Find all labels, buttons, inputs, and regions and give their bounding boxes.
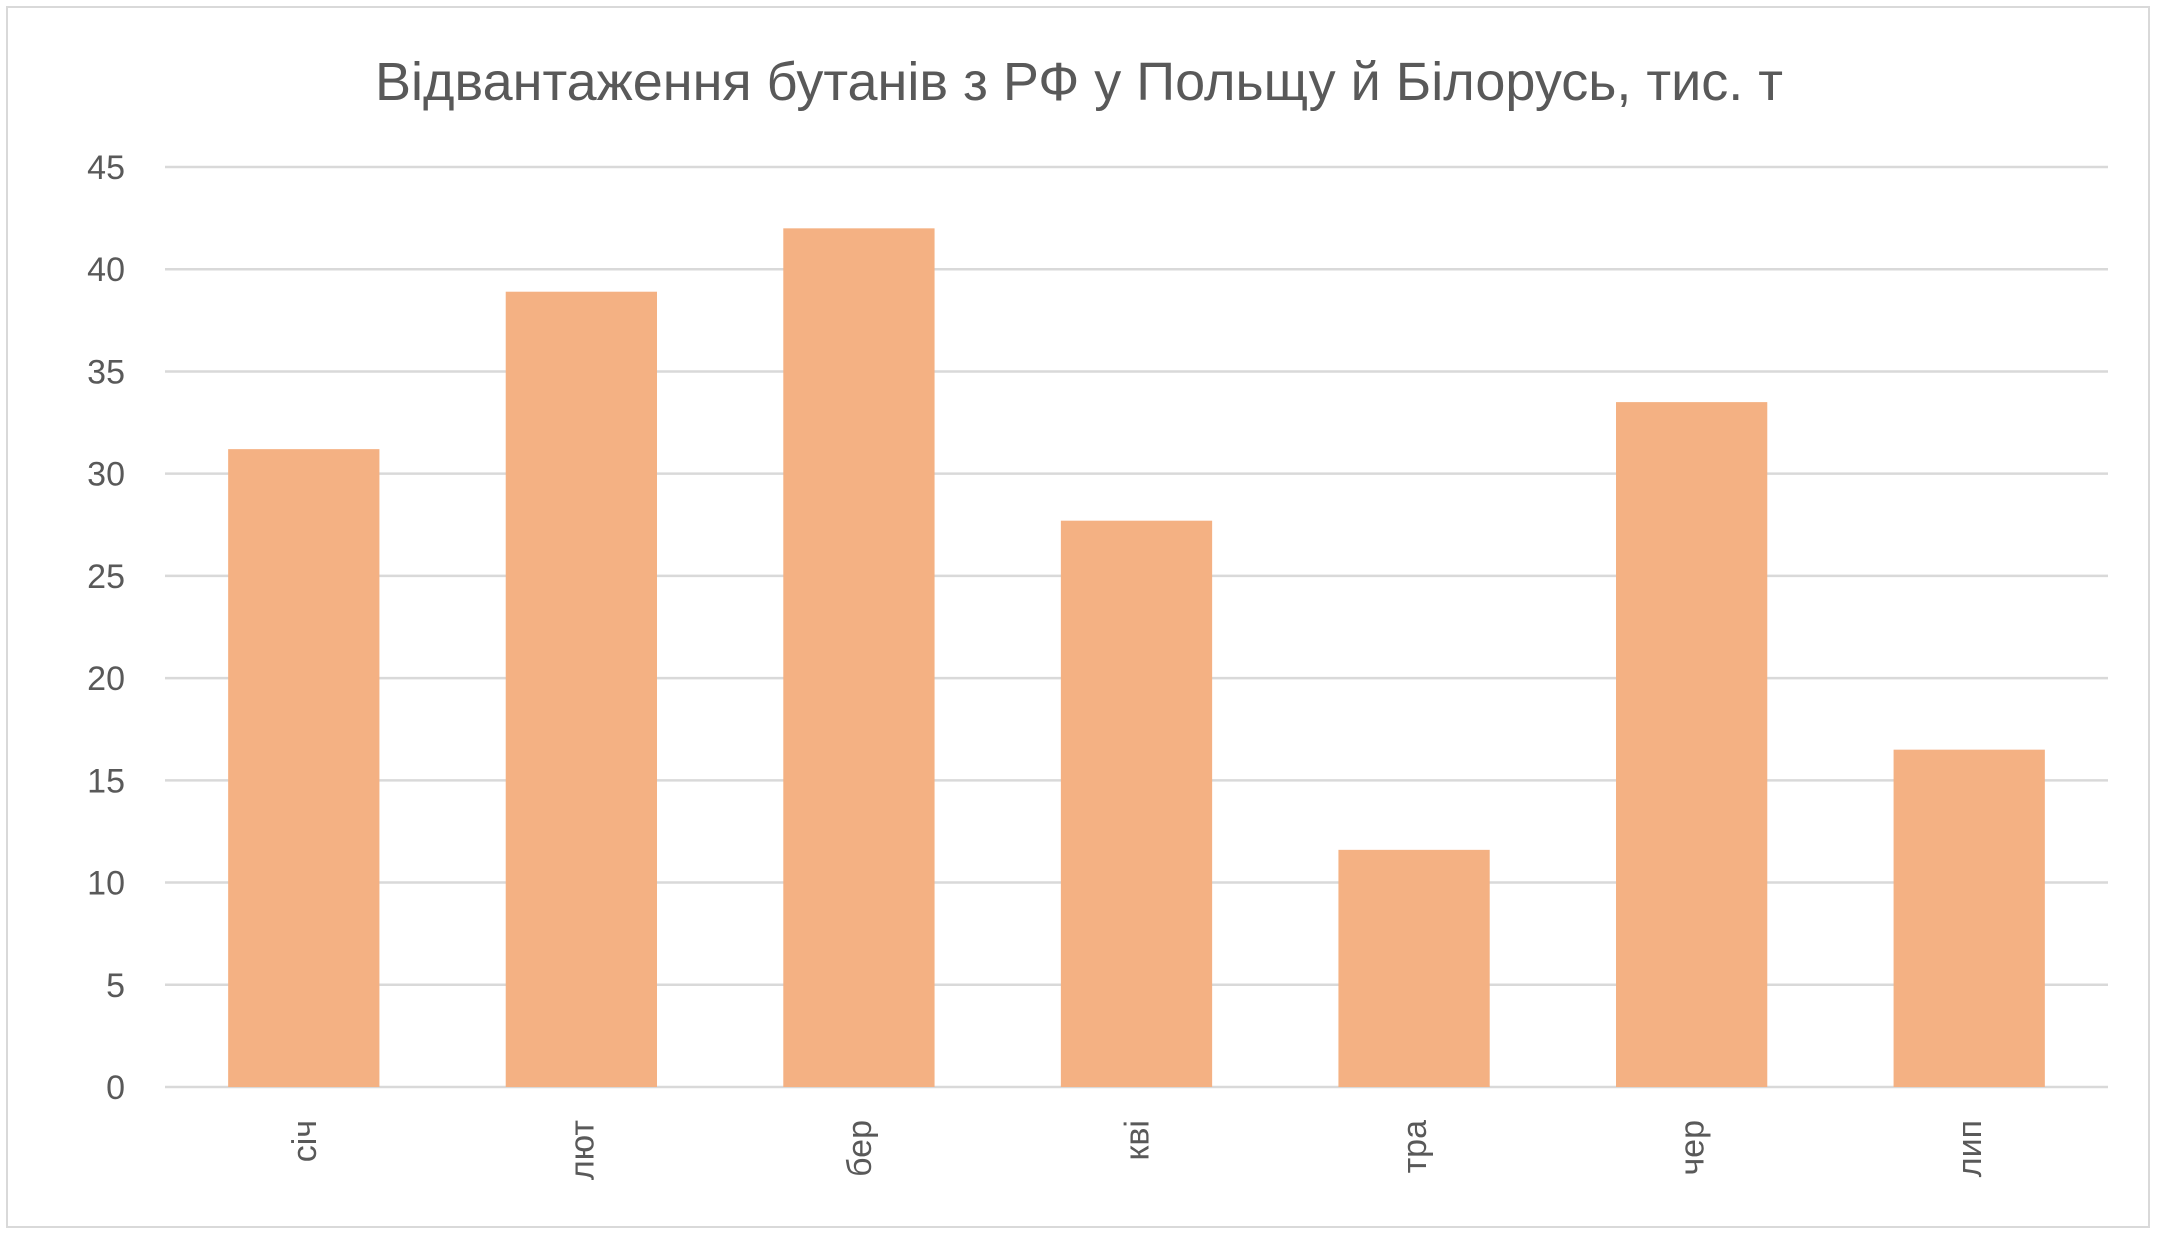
x-tick-label: січ [286, 1120, 324, 1162]
bar-бер [783, 228, 935, 1088]
x-tick-label: чер [1674, 1120, 1712, 1176]
y-tick-label: 30 [87, 456, 125, 494]
y-tick-label: 20 [87, 660, 125, 698]
y-tick-label: 40 [87, 251, 125, 289]
y-axis-ticks: 0 5 10 15 20 25 30 35 40 45 [87, 149, 125, 1107]
x-tick-label: лип [1951, 1120, 1989, 1177]
bar-кві [1060, 520, 1213, 1087]
y-tick-label: 35 [87, 353, 125, 391]
bar-тра [1338, 849, 1490, 1087]
y-tick-label: 10 [87, 865, 125, 903]
x-tick-label: лют [563, 1120, 601, 1180]
y-tick-label: 0 [106, 1069, 125, 1107]
bar-чер [1616, 402, 1768, 1088]
bar-лип [1893, 749, 2045, 1087]
y-tick-label: 45 [87, 149, 125, 187]
x-tick-label: кві [1119, 1120, 1157, 1161]
bar-січ [228, 449, 380, 1088]
x-axis-ticks: січ лют бер кві тра чер лип [286, 1120, 1989, 1180]
gridlines [165, 165, 2108, 1089]
x-tick-label: бер [841, 1120, 879, 1177]
chart-title: Відвантаження бутанів з РФ у Польщу й Бі… [375, 52, 1783, 112]
y-tick-label: 5 [106, 967, 125, 1005]
y-tick-label: 25 [87, 558, 125, 596]
bar-лют [505, 291, 657, 1087]
x-tick-label: тра [1396, 1120, 1434, 1173]
bars [228, 228, 2045, 1088]
y-tick-label: 15 [87, 762, 125, 800]
